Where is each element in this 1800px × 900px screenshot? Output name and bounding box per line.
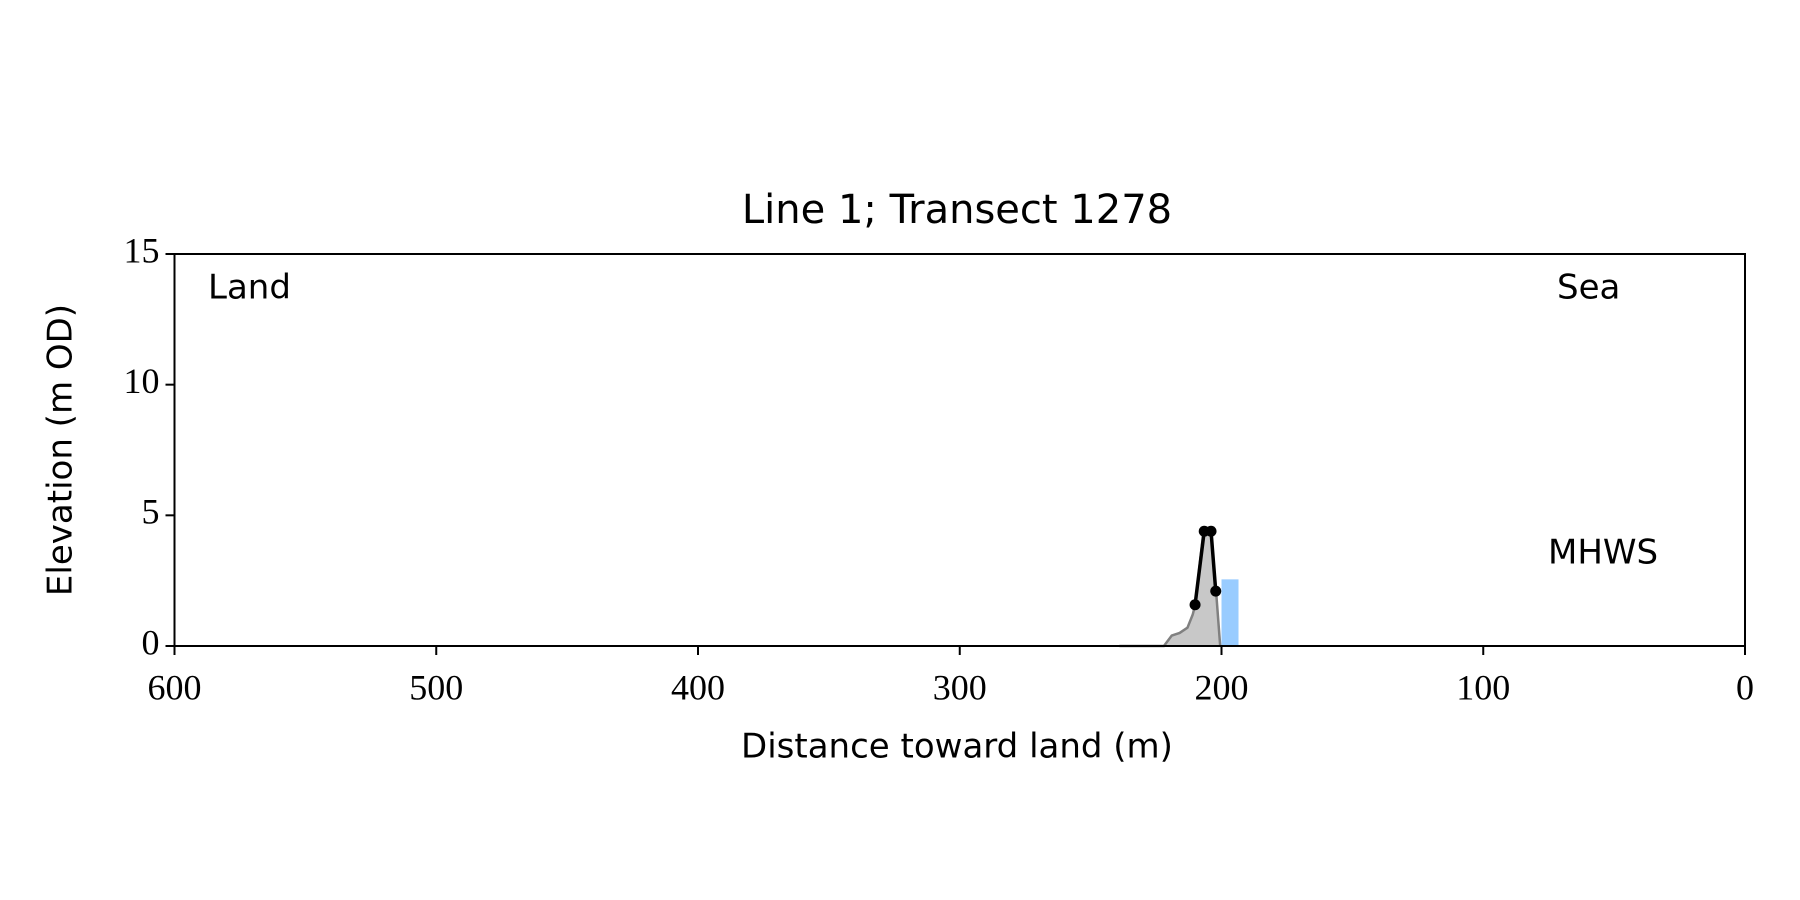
y-tick-label: 0: [142, 622, 160, 662]
mhws-bar: [1221, 579, 1239, 646]
y-axis-label: Elevation (m OD): [41, 304, 81, 596]
x-tick-label: 100: [1456, 667, 1510, 707]
marker: [1205, 525, 1217, 537]
annotation: Sea: [1557, 268, 1620, 308]
plot-area: [1119, 525, 1239, 648]
axes-frame: [173, 253, 1746, 647]
x-tick-label: 500: [409, 667, 463, 707]
profile-fill: [1119, 533, 1221, 646]
x-tick-label: 400: [671, 667, 725, 707]
x-tick-label: 200: [1195, 667, 1249, 707]
marker: [1189, 599, 1201, 611]
x-axis-label: Distance toward land (m): [741, 727, 1173, 767]
y-tick-label: 5: [142, 492, 160, 532]
y-tick-label: 15: [124, 230, 160, 270]
marker: [1210, 585, 1222, 597]
chart-title: Line 1; Transect 1278: [742, 187, 1172, 233]
y-tick-label: 10: [124, 361, 160, 401]
mhws-label: MHWS: [1548, 533, 1658, 573]
x-tick-label: 0: [1736, 667, 1754, 707]
x-tick-label: 300: [933, 667, 987, 707]
x-tick-label: 600: [148, 667, 202, 707]
annotation: Land: [208, 268, 291, 308]
